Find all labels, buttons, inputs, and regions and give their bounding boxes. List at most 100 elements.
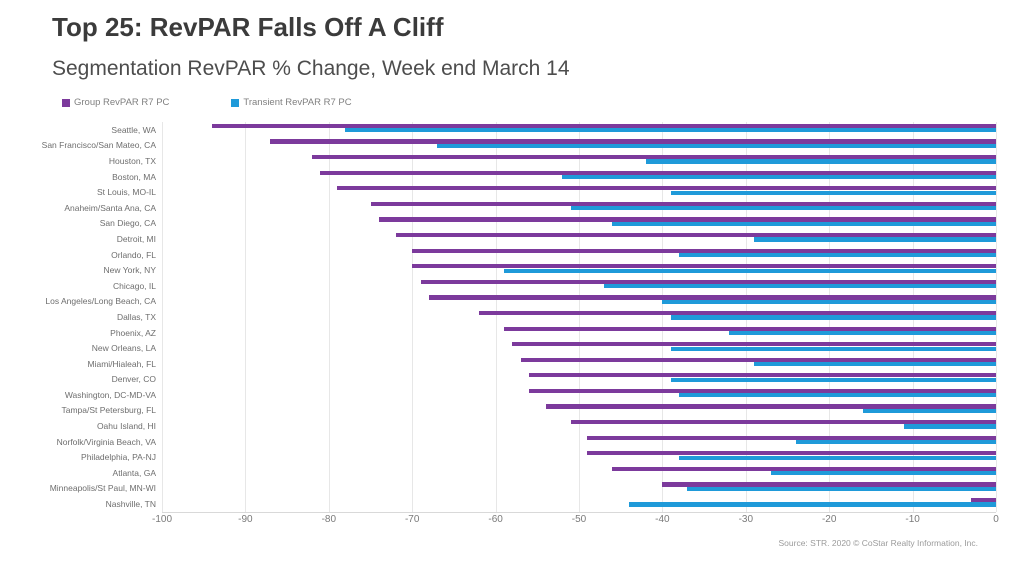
bar-transient-revpar — [795, 440, 996, 445]
bar-transient-revpar — [604, 284, 996, 289]
bar-transient-revpar — [612, 221, 996, 226]
bar-row — [162, 200, 996, 216]
legend-item-group: Group RevPAR R7 PC — [62, 97, 169, 108]
source-note: Source: STR. 2020 © CoStar Realty Inform… — [778, 538, 979, 548]
category-label: Norfolk/Virginia Beach, VA — [56, 436, 156, 447]
category-label: Tampa/St Petersburg, FL — [61, 405, 157, 416]
bar-row — [162, 449, 996, 465]
transient-series-swatch-icon — [231, 98, 240, 107]
bar-row — [162, 231, 996, 247]
legend-label-group: Group RevPAR R7 PC — [74, 97, 170, 108]
category-label: Houston, TX — [108, 155, 156, 166]
bar-transient-revpar — [729, 330, 996, 336]
x-tick-label: -80 — [321, 514, 337, 525]
bar-transient-revpar — [770, 471, 996, 476]
page-title: Top 25: RevPAR Falls Off A Cliff — [52, 12, 444, 42]
bar-group-revpar — [528, 388, 996, 394]
bar-group-revpar — [420, 279, 996, 284]
bar-row — [162, 153, 996, 169]
bar-row — [162, 356, 996, 372]
bar-group-revpar — [520, 357, 996, 362]
category-label: San Francisco/San Mateo, CA — [41, 140, 156, 151]
x-tick-label: -40 — [655, 514, 670, 525]
bar-row — [162, 418, 996, 434]
bar-rows — [162, 122, 996, 512]
bar-group-revpar — [412, 248, 996, 253]
bar-transient-revpar — [679, 455, 996, 460]
gridline — [328, 122, 330, 512]
bar-transient-revpar — [904, 424, 996, 429]
bar-row — [162, 372, 996, 388]
bar-group-revpar — [212, 123, 996, 128]
bar-transient-revpar — [679, 393, 996, 398]
bar-transient-revpar — [645, 159, 996, 164]
legend-item-transient: Transient RevPAR R7 PC — [231, 97, 352, 108]
bar-row — [162, 325, 996, 341]
bar-group-revpar — [545, 404, 996, 409]
x-tick-label: -60 — [488, 514, 503, 525]
bar-row — [162, 138, 996, 154]
bar-transient-revpar — [345, 128, 996, 133]
category-label: Anaheim/Santa Ana, CA — [64, 202, 156, 213]
bar-group-revpar — [970, 498, 996, 503]
bar-row — [162, 247, 996, 263]
category-label: Chicago, IL — [113, 280, 156, 291]
bar-row — [162, 465, 996, 481]
category-label: Detroit, MI — [116, 233, 156, 244]
bar-transient-revpar — [570, 206, 996, 211]
category-label: Dallas, TX — [116, 311, 156, 322]
category-label: Atlanta, GA — [112, 467, 156, 478]
bar-row — [162, 403, 996, 419]
bar-group-revpar — [312, 154, 996, 160]
bar-row — [162, 294, 996, 310]
chart-legend: Group RevPAR R7 PC Transient RevPAR R7 P… — [62, 97, 352, 108]
bar-group-revpar — [395, 232, 996, 238]
bar-transient-revpar — [503, 268, 996, 273]
gridline — [495, 122, 497, 512]
bar-chart: Seattle, WA San Francisco/San Mateo, CA Ho… — [0, 122, 997, 513]
bar-group-revpar — [503, 326, 996, 331]
bar-transient-revpar — [679, 252, 996, 258]
bar-row — [162, 481, 996, 497]
bar-group-revpar — [412, 264, 996, 269]
x-tick-label: -20 — [821, 514, 837, 525]
gridline — [162, 122, 163, 512]
bar-group-revpar — [512, 342, 996, 347]
category-label: Denver, CO — [111, 374, 156, 385]
bar-row — [162, 387, 996, 403]
gridline — [996, 122, 997, 512]
bar-group-revpar — [570, 420, 996, 425]
gridline — [245, 122, 247, 512]
bar-row — [162, 122, 996, 138]
category-label: Seattle, WA — [111, 124, 156, 135]
x-tick-label: -30 — [738, 514, 754, 525]
category-label: New Orleans, LA — [91, 343, 156, 354]
bar-row — [162, 184, 996, 200]
gridline — [412, 122, 414, 512]
x-tick-label: -10 — [905, 514, 920, 525]
bar-transient-revpar — [687, 486, 996, 492]
bar-row — [162, 309, 996, 325]
category-label: New York, NY — [103, 265, 156, 276]
bar-transient-revpar — [754, 362, 996, 367]
bar-row — [162, 262, 996, 278]
bar-group-revpar — [662, 482, 996, 487]
category-label: Los Angeles/Long Beach, CA — [45, 296, 156, 307]
gridline — [579, 122, 580, 512]
category-label: Phoenix, AZ — [110, 327, 156, 338]
category-label: Philadelphia, PA-NJ — [81, 452, 156, 463]
legend-label-transient: Transient RevPAR R7 PC — [243, 97, 352, 108]
category-label: Nashville, TN — [105, 499, 156, 510]
x-tick-label: -70 — [404, 514, 420, 525]
bar-row — [162, 169, 996, 185]
x-tick-label: -50 — [571, 514, 587, 525]
category-axis: Seattle, WA San Francisco/San Mateo, CA Ho… — [0, 122, 162, 512]
category-label: Orlando, FL — [111, 249, 156, 260]
category-label: Minneapolis/St Paul, MN-WI — [49, 483, 156, 494]
bar-transient-revpar — [670, 346, 996, 351]
gridline — [662, 122, 664, 512]
category-label: St Louis, MO-IL — [96, 187, 156, 198]
category-label: Washington, DC-MD-VA — [64, 389, 156, 400]
bar-group-revpar — [428, 295, 996, 300]
